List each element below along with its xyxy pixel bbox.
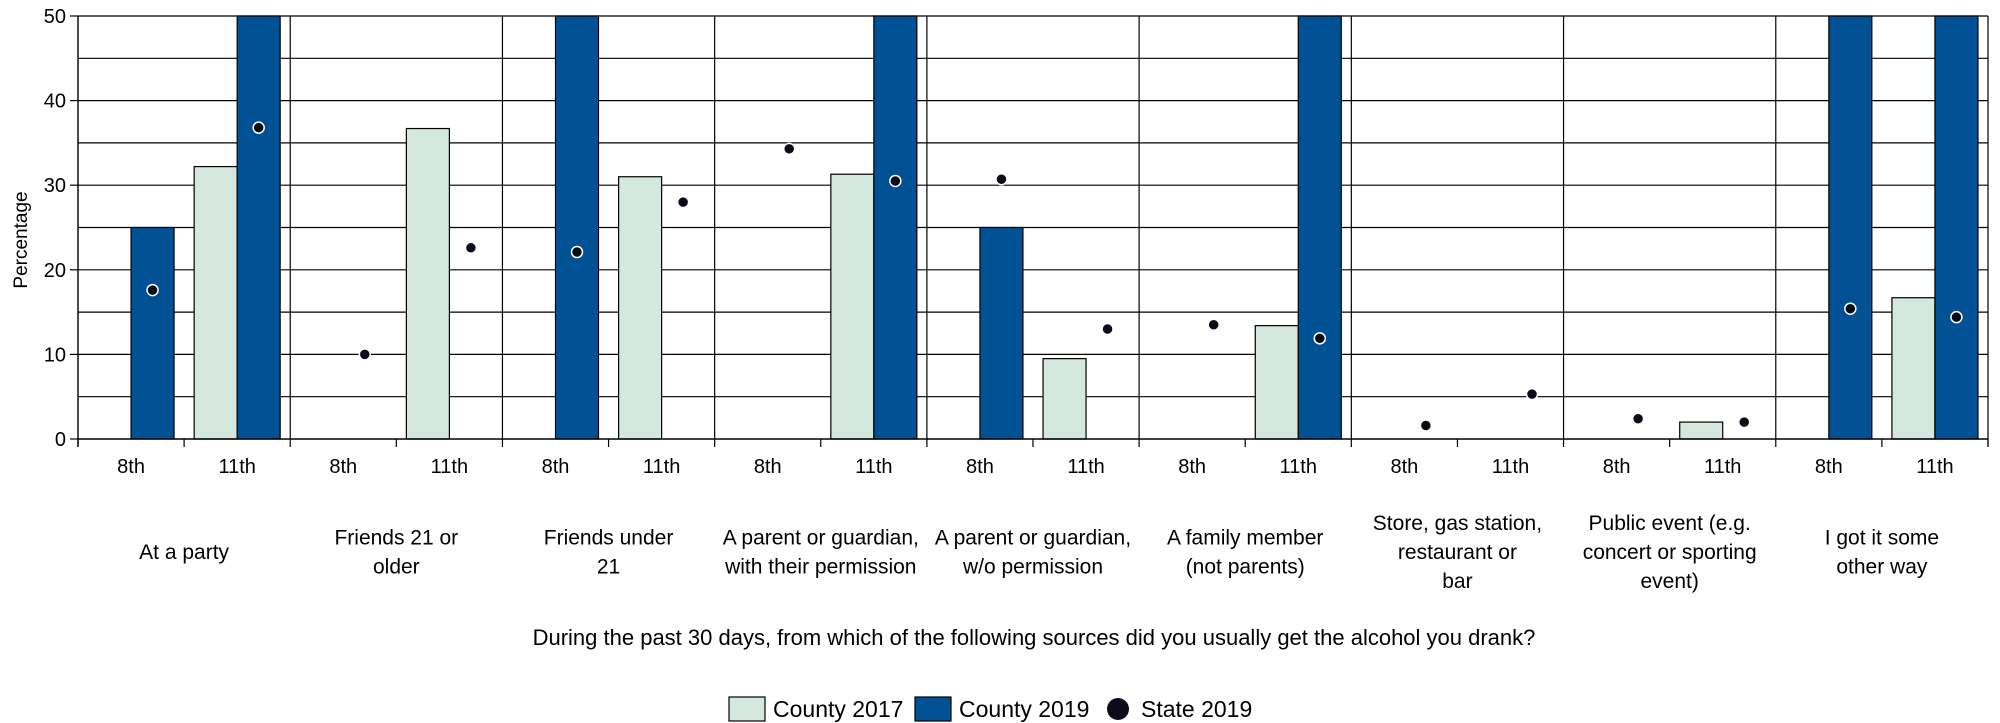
grade-label: 11th (1704, 456, 1741, 478)
point-state-2019 (995, 173, 1008, 186)
bar-county-2017 (1679, 421, 1724, 440)
bar-county-2017 (405, 127, 450, 440)
grade-label: 11th (1280, 456, 1317, 478)
bar-county-2017 (193, 165, 238, 440)
grade-label: 11th (1067, 456, 1104, 478)
bar-county-2017 (1042, 358, 1087, 440)
grade-label: 11th (431, 456, 468, 478)
bar-county-2019 (130, 226, 175, 440)
point-state-2019 (1101, 322, 1114, 336)
point-state-2019 (1207, 318, 1220, 332)
bar-county-2017 (618, 176, 663, 440)
legend-label-county-2017: County 2017 (773, 696, 903, 722)
category-label: A parent or guardian, with their permissi… (723, 527, 919, 579)
bar-county-2019 (873, 15, 918, 440)
grade-label: 8th (1390, 456, 1418, 478)
grade-label: 11th (218, 456, 255, 478)
point-state-2019 (889, 174, 902, 188)
grade-label: 11th (1916, 456, 1953, 478)
point-state-2019 (252, 121, 265, 134)
y-tick-label: 20 (44, 260, 66, 282)
grid (78, 15, 1988, 439)
point-state-2019 (358, 348, 372, 361)
category-label: At a party (139, 541, 229, 564)
point-state-2019 (570, 245, 584, 259)
legend-label-county-2019: County 2019 (959, 696, 1089, 722)
category-label: A parent or guardian, w/o permission (935, 527, 1131, 579)
y-tick-label: 0 (55, 429, 66, 451)
y-tick-label: 50 (44, 6, 66, 28)
y-tick-labels: 0 10 20 30 40 50 (44, 6, 78, 451)
bar-county-2019 (1934, 15, 1979, 440)
grade-label: 8th (117, 456, 145, 478)
bar-county-2017 (1254, 325, 1299, 440)
point-state-2019 (1844, 302, 1857, 315)
bar-county-2019 (1297, 15, 1342, 440)
bar-county-2019 (554, 15, 600, 440)
axes (77, 16, 1989, 447)
state-points (146, 121, 1963, 432)
bar-county-2019 (979, 226, 1024, 440)
point-state-2019 (1313, 332, 1327, 345)
legend: County 2017 County 2019 State 2019 (728, 696, 1252, 722)
x-tick-labels: 8th 11th 8th 11th 8th 11th 8th 11th 8th 11th 8th 11… (77, 439, 1989, 478)
point-state-2019 (1631, 412, 1645, 425)
y-tick-label: 30 (44, 175, 66, 197)
grade-label: 8th (329, 456, 357, 478)
grade-label: 11th (643, 456, 680, 478)
point-state-2019 (464, 241, 478, 255)
legend-swatch-county-2017 (728, 696, 766, 722)
bar-county-2017 (1891, 297, 1936, 440)
point-state-2019 (1419, 419, 1433, 432)
point-state-2019 (146, 283, 159, 297)
category-label: A family member (not parents) (1167, 527, 1323, 579)
grade-label: 11th (855, 456, 892, 478)
category-label: Friends 21 or older (334, 527, 458, 579)
grade-label: 8th (1603, 456, 1631, 478)
category-labels: At a party Friends 21 or older Friends unde… (139, 512, 1939, 593)
grade-label: 8th (1178, 456, 1206, 478)
grade-label: 8th (966, 456, 994, 478)
grade-label: 8th (754, 456, 782, 478)
grade-label: 8th (1815, 456, 1843, 478)
point-state-2019 (1950, 310, 1963, 324)
point-state-2019 (676, 195, 690, 209)
point-state-2019 (782, 142, 796, 156)
category-label: Public event (e.g. concert or sporting eve… (1583, 512, 1757, 593)
y-tick-label: 40 (44, 91, 66, 113)
y-axis-title: Percentage (11, 191, 32, 288)
bar-county-2017 (830, 173, 875, 440)
point-state-2019 (1737, 415, 1751, 429)
category-label: Friends under 21 (544, 527, 674, 579)
category-label: Store, gas station, restaurant or bar (1373, 512, 1542, 593)
bars (130, 15, 1979, 440)
bar-county-2019 (236, 15, 281, 440)
category-label: I got it some other way (1825, 527, 1939, 579)
point-state-2019 (1525, 387, 1539, 401)
legend-label-state-2019: State 2019 (1141, 696, 1252, 722)
grade-label: 11th (1492, 456, 1529, 478)
grade-label: 8th (542, 456, 570, 478)
legend-marker-state-2019 (1107, 698, 1129, 720)
legend-swatch-county-2019 (914, 696, 952, 722)
x-axis-title: During the past 30 days, from which of t… (533, 625, 1536, 650)
y-tick-label: 10 (44, 344, 66, 366)
bar-county-2019 (1828, 15, 1873, 440)
